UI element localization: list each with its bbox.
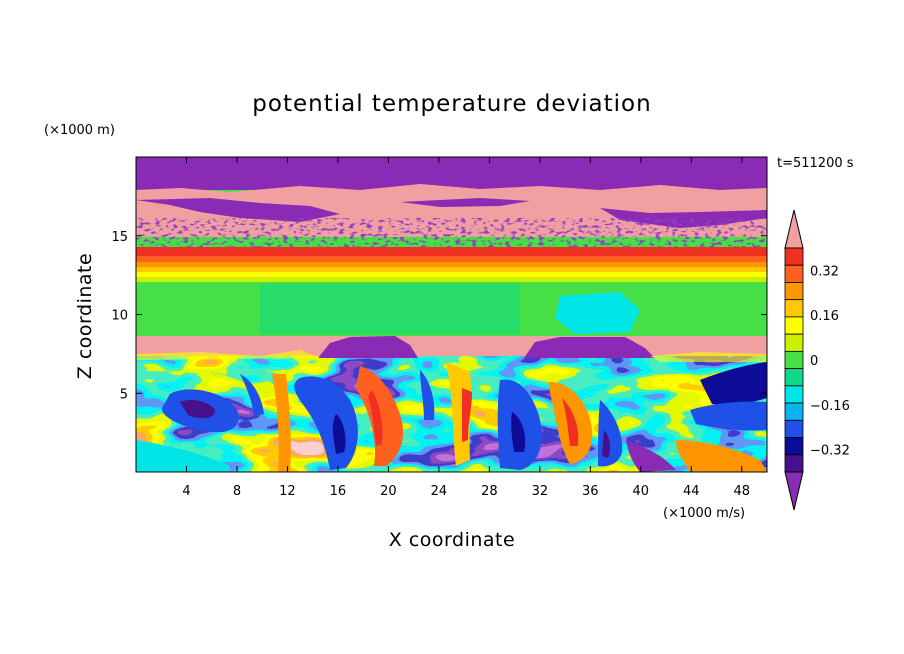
x-tick-label: 24 bbox=[431, 484, 448, 499]
colorbar-swatch bbox=[784, 368, 804, 387]
band-orange bbox=[136, 262, 767, 267]
x-tick-label: 16 bbox=[330, 484, 347, 499]
band-orange-red bbox=[136, 256, 767, 262]
x-tick-label: 12 bbox=[279, 484, 296, 499]
colorbar-swatch bbox=[784, 333, 804, 352]
x-tick-label: 36 bbox=[582, 484, 599, 499]
band-cyan-patch bbox=[555, 292, 640, 334]
lower-eddies bbox=[136, 362, 767, 472]
colorbar-swatch bbox=[784, 299, 804, 318]
colorbar-swatch bbox=[784, 385, 804, 404]
x-axis-ticks: 4 8 12 16 20 24 28 32 36 40 44 48 bbox=[182, 157, 750, 499]
upper-purple-patches bbox=[136, 157, 767, 228]
colorbar: 0.32 0.16 0 −0.16 −0.32 bbox=[784, 209, 850, 511]
colorbar-arrow-bottom bbox=[784, 471, 804, 511]
colorbar-swatch bbox=[784, 454, 804, 473]
band-red bbox=[136, 247, 767, 256]
y-tick-label: 10 bbox=[111, 309, 128, 324]
colorbar-swatch bbox=[784, 316, 804, 335]
x-tick-label: 32 bbox=[532, 484, 549, 499]
band-green-streaks bbox=[260, 284, 520, 334]
x-tick-label: 8 bbox=[233, 484, 241, 499]
colorbar-label: 0.16 bbox=[810, 309, 839, 324]
colorbar-swatch bbox=[784, 350, 804, 370]
x-tick-label: 40 bbox=[633, 484, 650, 499]
y-tick-label: 15 bbox=[111, 230, 128, 245]
colorbar-label: −0.32 bbox=[810, 444, 850, 459]
y-tick-label: 5 bbox=[120, 387, 128, 402]
colorbar-swatch bbox=[784, 437, 804, 456]
band-mid-purple-left bbox=[318, 336, 418, 358]
x-axis-unit: (×1000 m/s) bbox=[663, 506, 745, 521]
x-tick-label: 20 bbox=[380, 484, 397, 499]
band-mid-purple-right bbox=[524, 337, 655, 358]
time-label: t=511200 s bbox=[777, 156, 854, 171]
band-mid-green-edges bbox=[136, 350, 767, 362]
band-yellow bbox=[136, 272, 767, 277]
colorbar-arrow-top bbox=[784, 209, 804, 249]
x-tick-label: 4 bbox=[182, 484, 190, 499]
heatmap-plot bbox=[136, 157, 767, 472]
colorbar-swatch bbox=[784, 282, 804, 301]
band-lime bbox=[136, 277, 767, 282]
colorbar-label: 0.32 bbox=[810, 264, 839, 279]
colorbar-label: −0.16 bbox=[810, 399, 850, 414]
chart-title: potential temperature deviation bbox=[252, 91, 651, 117]
band-mid-pink bbox=[136, 336, 767, 356]
y-axis-unit: (×1000 m) bbox=[44, 123, 115, 138]
colorbar-swatch bbox=[784, 402, 804, 421]
y-axis-ticks: 5 10 15 bbox=[111, 230, 767, 402]
x-tick-label: 44 bbox=[683, 484, 700, 499]
colorbar-swatch bbox=[784, 247, 804, 266]
x-tick-label: 48 bbox=[733, 484, 750, 499]
y-axis-label: Z coordinate bbox=[74, 253, 96, 379]
x-tick-label: 28 bbox=[481, 484, 498, 499]
colorbar-label: 0 bbox=[810, 354, 818, 369]
band-amber bbox=[136, 267, 767, 272]
colorbar-swatch bbox=[784, 264, 804, 283]
x-axis-label: X coordinate bbox=[389, 529, 515, 551]
colorbar-swatch bbox=[784, 419, 804, 438]
